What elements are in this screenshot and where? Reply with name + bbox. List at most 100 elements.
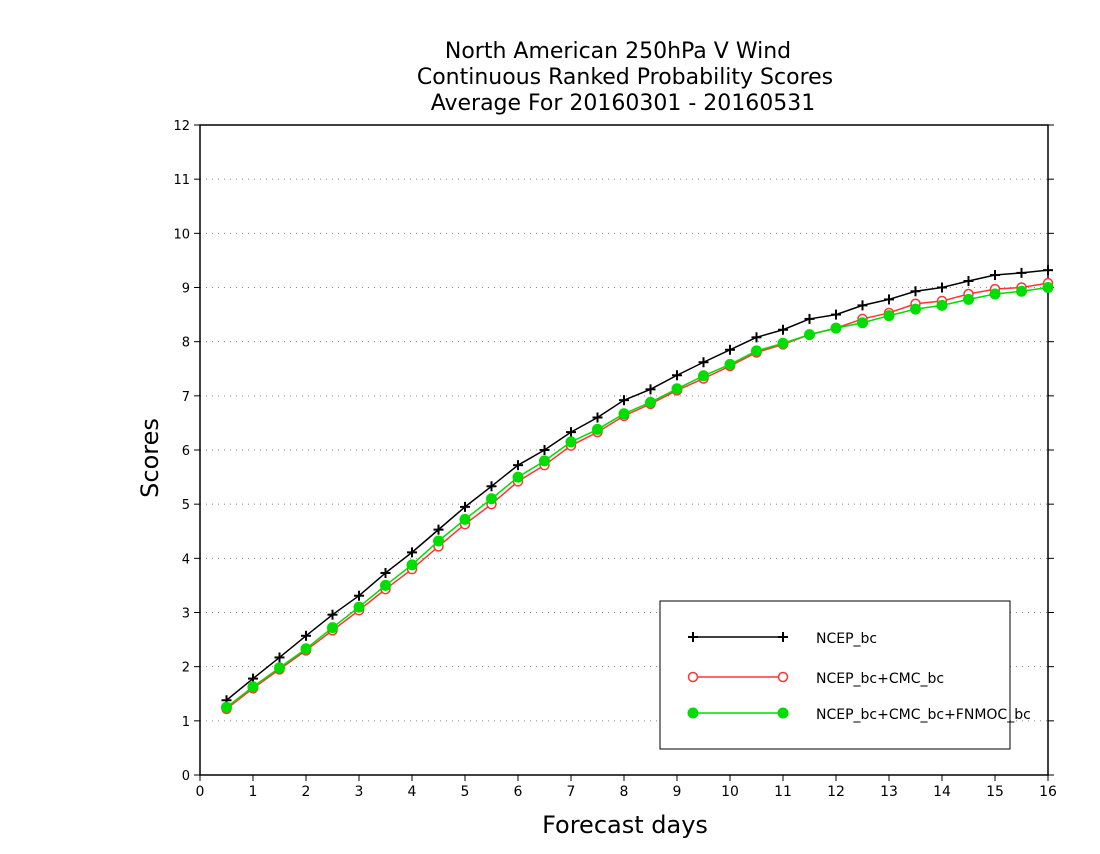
data-point bbox=[777, 671, 789, 683]
series-1 bbox=[221, 265, 1053, 706]
data-point bbox=[353, 601, 365, 613]
data-point bbox=[698, 357, 709, 368]
data-point bbox=[592, 423, 603, 435]
title-line-2: Continuous Ranked Probability Scores bbox=[417, 65, 833, 90]
data-point bbox=[645, 396, 656, 408]
data-point bbox=[407, 547, 417, 558]
y-tick-label: 6 bbox=[182, 444, 190, 459]
data-point bbox=[687, 707, 699, 719]
data-point bbox=[406, 559, 418, 571]
data-point bbox=[380, 567, 391, 578]
data-point bbox=[618, 408, 630, 420]
y-tick-label: 5 bbox=[182, 498, 190, 513]
data-point bbox=[963, 293, 974, 305]
data-point bbox=[592, 412, 603, 423]
chart-title: North American 250hPa V Wind Continuous … bbox=[417, 39, 833, 116]
data-point bbox=[645, 384, 656, 395]
x-tick-label: 15 bbox=[986, 784, 1004, 800]
data-point bbox=[777, 707, 789, 719]
title-line-3: Average For 20160301 - 20160531 bbox=[431, 91, 816, 116]
data-point bbox=[910, 303, 921, 315]
data-point bbox=[671, 383, 683, 395]
x-tick-label: 4 bbox=[408, 784, 417, 800]
data-point bbox=[247, 681, 259, 693]
data-point bbox=[512, 471, 524, 483]
data-point bbox=[327, 609, 338, 620]
y-tick-label: 9 bbox=[182, 282, 190, 297]
data-point bbox=[724, 358, 736, 370]
data-point bbox=[672, 370, 682, 381]
data-point bbox=[565, 436, 577, 448]
data-point bbox=[354, 590, 364, 601]
data-point bbox=[619, 395, 629, 406]
data-point bbox=[433, 535, 444, 547]
legend-box bbox=[659, 600, 1011, 750]
data-point bbox=[687, 671, 699, 683]
legend-entry-1: NCEP_bc bbox=[688, 631, 877, 647]
data-point bbox=[460, 501, 470, 512]
y-tick-label: 1 bbox=[182, 715, 190, 730]
data-point bbox=[830, 322, 842, 334]
data-point bbox=[433, 524, 444, 535]
data-point bbox=[566, 427, 576, 438]
x-tick-label: 8 bbox=[620, 784, 629, 800]
data-point bbox=[513, 460, 523, 471]
data-point bbox=[884, 294, 894, 305]
data-point bbox=[301, 630, 311, 641]
data-point bbox=[751, 332, 762, 343]
x-tick-label: 5 bbox=[461, 784, 470, 800]
data-point bbox=[698, 370, 709, 382]
x-axis-label: Forecast days bbox=[542, 811, 708, 839]
x-tick-label: 2 bbox=[302, 784, 311, 800]
x-tick-labels: 0 1 2 3 4 5 6 7 8 9 10 11 12 13 14 15 16 bbox=[196, 775, 1057, 800]
data-point bbox=[1016, 267, 1027, 278]
y-tick-label: 8 bbox=[182, 336, 190, 351]
data-point bbox=[963, 276, 974, 286]
legend-entry-2: NCEP_bc+CMC_bc bbox=[687, 671, 944, 687]
data-point bbox=[777, 337, 789, 349]
data-point bbox=[1043, 265, 1053, 276]
data-point bbox=[883, 310, 895, 322]
y-tick-label: 0 bbox=[182, 769, 190, 784]
x-tick-label: 7 bbox=[567, 784, 576, 800]
x-tick-label: 9 bbox=[673, 784, 682, 800]
y-tick-label: 4 bbox=[182, 552, 190, 567]
y-axis-label: Scores bbox=[136, 418, 164, 498]
data-point bbox=[751, 345, 762, 357]
x-tick-label: 3 bbox=[355, 784, 364, 800]
data-point bbox=[327, 622, 338, 634]
data-point bbox=[539, 445, 550, 455]
data-point bbox=[274, 652, 285, 663]
data-point bbox=[459, 513, 471, 525]
data-point bbox=[221, 701, 232, 713]
data-point bbox=[1016, 285, 1027, 297]
x-tick-label: 0 bbox=[196, 784, 205, 800]
data-point bbox=[486, 481, 497, 492]
data-point bbox=[539, 455, 550, 467]
title-line-1: North American 250hPa V Wind bbox=[445, 39, 791, 64]
data-point bbox=[778, 632, 788, 642]
data-point bbox=[989, 288, 1001, 300]
legend-label: NCEP_bc+CMC_bc bbox=[816, 671, 944, 687]
data-point bbox=[936, 299, 948, 311]
data-point bbox=[910, 286, 921, 297]
data-point bbox=[857, 317, 868, 329]
legend-label: NCEP_bc+CMC_bc+FNMOC_bc bbox=[816, 707, 1031, 723]
legend-entry-3: NCEP_bc+CMC_bc+FNMOC_bc bbox=[687, 707, 1031, 723]
data-point bbox=[300, 643, 312, 655]
y-tick-label: 11 bbox=[173, 173, 190, 188]
data-point bbox=[831, 309, 841, 320]
data-point bbox=[725, 344, 735, 355]
data-point bbox=[857, 300, 868, 311]
series-line bbox=[226, 269, 1049, 701]
data-point bbox=[804, 329, 815, 341]
data-point bbox=[990, 270, 1000, 281]
x-tick-label: 13 bbox=[880, 784, 898, 800]
y-tick-label: 10 bbox=[173, 227, 190, 242]
legend: NCEP_bc NCEP_bc+CMC_bc NCEP_bc+CMC_bc+FNMO… bbox=[659, 600, 1031, 750]
series-3 bbox=[221, 282, 1054, 713]
data-point bbox=[937, 282, 947, 293]
x-tick-label: 6 bbox=[514, 784, 523, 800]
